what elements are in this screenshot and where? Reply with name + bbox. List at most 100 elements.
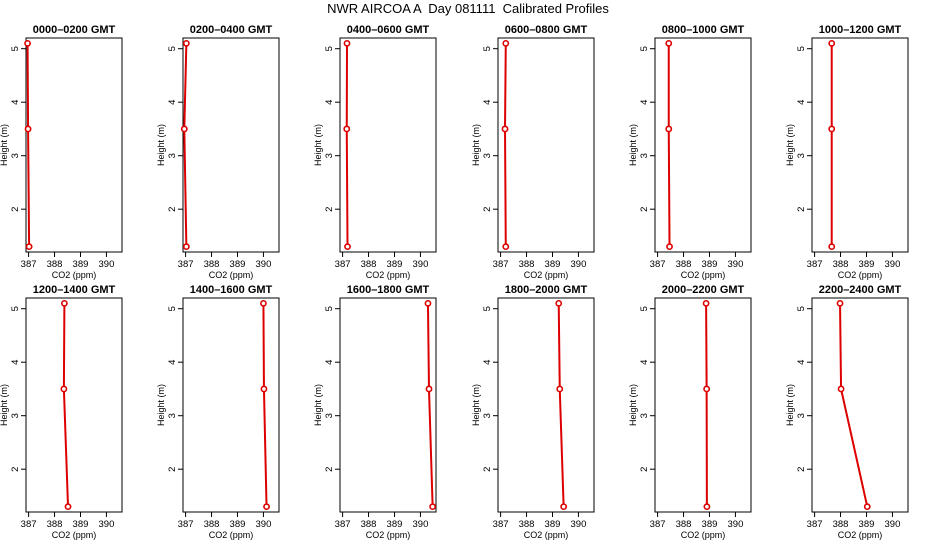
y-tick-label: 2 bbox=[639, 207, 650, 212]
x-tick-label: 388 bbox=[47, 519, 63, 530]
y-tick-label: 3 bbox=[482, 413, 493, 418]
x-tick-label: 390 bbox=[885, 259, 901, 270]
y-axis-label: Height (m) bbox=[0, 384, 9, 426]
x-tick-label: 388 bbox=[676, 259, 692, 270]
x-tick-label: 390 bbox=[571, 519, 587, 530]
y-axis-label: Height (m) bbox=[471, 124, 481, 166]
x-axis-label: CO2 (ppm) bbox=[209, 270, 254, 280]
profile-line bbox=[839, 303, 869, 507]
x-axis-label: CO2 (ppm) bbox=[366, 270, 411, 280]
x-tick-label: 387 bbox=[493, 519, 509, 530]
y-tick-label: 4 bbox=[167, 360, 178, 365]
data-point bbox=[828, 243, 836, 251]
x-tick-label: 390 bbox=[413, 259, 429, 270]
x-tick-label: 389 bbox=[230, 259, 246, 270]
y-tick-label: 2 bbox=[482, 207, 493, 212]
profile-line bbox=[504, 43, 507, 247]
y-tick-label: 3 bbox=[796, 153, 807, 158]
x-axis-label: CO2 (ppm) bbox=[524, 270, 569, 280]
plot-frame bbox=[339, 297, 437, 513]
data-point bbox=[260, 385, 268, 393]
y-tick-label: 2 bbox=[796, 467, 807, 472]
y-tick-label: 5 bbox=[482, 46, 493, 51]
data-point bbox=[666, 243, 673, 251]
y-tick-label: 5 bbox=[167, 46, 178, 51]
profile-line bbox=[345, 43, 349, 247]
x-tick-label: 389 bbox=[545, 259, 561, 270]
x-tick-label: 388 bbox=[361, 519, 377, 530]
x-tick-label: 387 bbox=[21, 259, 37, 270]
x-tick-label: 388 bbox=[833, 259, 849, 270]
x-axis-label: CO2 (ppm) bbox=[838, 530, 883, 540]
profile-line bbox=[426, 303, 434, 507]
y-tick-label: 4 bbox=[796, 360, 807, 365]
data-point bbox=[425, 385, 433, 393]
x-tick-label: 390 bbox=[728, 519, 744, 530]
y-axis-label: Height (m) bbox=[785, 384, 795, 426]
x-tick-label: 389 bbox=[702, 519, 718, 530]
data-point bbox=[828, 125, 836, 133]
y-tick-label: 4 bbox=[482, 360, 493, 365]
data-point bbox=[182, 243, 190, 251]
x-tick-label: 390 bbox=[571, 259, 587, 270]
y-tick-label: 3 bbox=[482, 153, 493, 158]
data-point bbox=[863, 503, 871, 511]
y-tick-label: 5 bbox=[639, 306, 650, 311]
y-tick-label: 5 bbox=[10, 46, 21, 51]
y-tick-label: 4 bbox=[639, 100, 650, 105]
y-tick-label: 5 bbox=[796, 306, 807, 311]
x-tick-label: 387 bbox=[807, 519, 823, 530]
y-tick-label: 3 bbox=[639, 413, 650, 418]
y-tick-label: 5 bbox=[639, 46, 650, 51]
y-tick-label: 5 bbox=[796, 46, 807, 51]
panel-title: 1600–1800 GMT bbox=[347, 284, 430, 296]
plot-frame bbox=[339, 37, 437, 253]
y-tick-label: 2 bbox=[167, 207, 178, 212]
y-tick-label: 4 bbox=[324, 100, 335, 105]
panel-title: 1000–1200 GMT bbox=[819, 24, 902, 36]
y-tick-label: 3 bbox=[10, 153, 21, 158]
plot-frame bbox=[182, 37, 280, 253]
data-point bbox=[828, 39, 836, 47]
data-point bbox=[501, 125, 509, 133]
panel-title: 0600–0800 GMT bbox=[505, 24, 588, 36]
y-tick-label: 3 bbox=[324, 413, 335, 418]
x-tick-label: 387 bbox=[493, 259, 509, 270]
data-point bbox=[25, 243, 33, 251]
plot-frame bbox=[654, 37, 752, 253]
x-axis-label: CO2 (ppm) bbox=[524, 530, 569, 540]
y-tick-label: 2 bbox=[796, 207, 807, 212]
y-tick-label: 4 bbox=[167, 100, 178, 105]
x-tick-label: 387 bbox=[178, 519, 194, 530]
x-tick-label: 387 bbox=[178, 259, 194, 270]
y-axis-label: Height (m) bbox=[0, 124, 9, 166]
y-axis-label: Height (m) bbox=[313, 124, 323, 166]
data-point bbox=[61, 299, 68, 307]
profile-line bbox=[26, 43, 31, 247]
data-point bbox=[263, 503, 270, 511]
y-axis-label: Height (m) bbox=[156, 124, 166, 166]
y-tick-label: 3 bbox=[639, 153, 650, 158]
x-axis-label: CO2 (ppm) bbox=[838, 270, 883, 280]
y-tick-label: 4 bbox=[639, 360, 650, 365]
y-axis-label: Height (m) bbox=[156, 384, 166, 426]
data-point bbox=[180, 125, 188, 133]
plot-frame bbox=[497, 37, 595, 253]
x-tick-label: 389 bbox=[859, 259, 875, 270]
y-tick-label: 3 bbox=[796, 413, 807, 418]
data-point bbox=[502, 243, 510, 251]
y-axis-label: Height (m) bbox=[785, 124, 795, 166]
y-tick-label: 4 bbox=[796, 100, 807, 105]
x-tick-label: 388 bbox=[204, 519, 220, 530]
x-axis-label: CO2 (ppm) bbox=[681, 270, 726, 280]
x-tick-label: 389 bbox=[859, 519, 875, 530]
plot-frame bbox=[654, 297, 752, 513]
y-tick-label: 4 bbox=[482, 100, 493, 105]
x-tick-label: 389 bbox=[702, 259, 718, 270]
panel-title: 0200–0400 GMT bbox=[190, 24, 273, 36]
y-axis-label: Height (m) bbox=[628, 384, 638, 426]
data-point bbox=[182, 39, 190, 47]
data-point bbox=[60, 385, 68, 393]
y-axis-label: Height (m) bbox=[313, 384, 323, 426]
